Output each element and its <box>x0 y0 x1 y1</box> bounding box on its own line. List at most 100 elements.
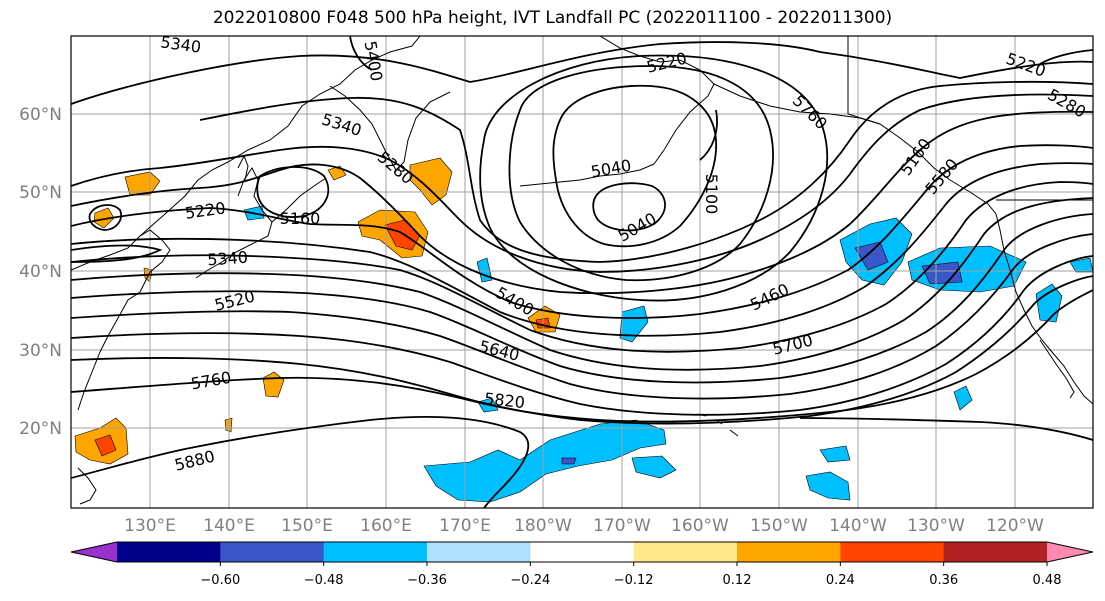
colorbar-tick-label: −0.60 <box>200 573 240 588</box>
ivt-positive-anomalies <box>74 157 561 465</box>
lon-label: 160°W <box>671 516 729 536</box>
ivt-negative-patch <box>819 445 851 463</box>
colorbar-extension-low <box>71 542 117 562</box>
longitude-labels: 130°E 140°E 150°E 160°E 170°E 180°W 170°… <box>124 516 1044 536</box>
colorbar-segment <box>840 542 945 562</box>
border-alaska-canada <box>847 36 881 125</box>
contour-line <box>71 244 163 263</box>
contour-line <box>71 289 1093 423</box>
contour-label: 5340 <box>207 248 249 270</box>
coastline-baja <box>1039 339 1075 399</box>
lat-label: 50°N <box>19 183 62 203</box>
contour-line <box>71 197 1093 371</box>
contour-label: 5340 <box>159 32 202 56</box>
coastline-aleutians <box>519 163 655 187</box>
ivt-positive-patch <box>409 157 453 206</box>
lon-label: 170°E <box>439 516 491 536</box>
latitude-labels: 60°N 50°N 40°N 30°N 20°N <box>19 105 62 439</box>
coastlines <box>71 36 1093 505</box>
contour-line <box>71 181 1093 353</box>
contour-line <box>1039 49 1093 65</box>
contour-line <box>349 36 373 71</box>
ivt-negative-patch <box>953 385 973 411</box>
contour-closed <box>88 204 122 231</box>
colorbar-segments <box>71 542 1093 562</box>
contour-label: 5160 <box>280 209 321 228</box>
contour-closed <box>552 84 717 248</box>
contour-line <box>71 255 1093 416</box>
coastline-asia <box>71 229 171 411</box>
contour-label: 5100 <box>702 174 721 215</box>
contour-line <box>699 109 718 161</box>
colorbar-tick-label: 0.12 <box>723 573 752 588</box>
ivt-negative-patch <box>1069 257 1093 273</box>
colorbar-segment <box>737 542 841 562</box>
colorbar-segment <box>943 542 1048 562</box>
contour-closed <box>508 65 774 282</box>
contour-line <box>71 110 1093 295</box>
lon-label: 130°E <box>124 516 176 536</box>
colorbar: −0.60 −0.48 −0.36 −0.24 −0.12 0.12 0.24 0.36 0.4… <box>70 541 1094 588</box>
lon-label: 180°W <box>514 516 572 536</box>
lon-label: 140°E <box>203 516 255 536</box>
contour-line <box>71 213 1093 384</box>
coastline-sakhalin <box>237 154 249 181</box>
ivt-positive-core <box>94 434 117 457</box>
coastline-alaska <box>599 36 715 165</box>
ivt-negative-patch <box>619 305 649 343</box>
colorbar-outline <box>70 541 1094 563</box>
colorbar-segment <box>633 542 738 562</box>
lon-label: 160°E <box>360 516 412 536</box>
contour-line <box>799 417 1093 441</box>
colorbar-extension-high <box>1047 542 1093 562</box>
coastline-kuril <box>271 177 327 223</box>
colorbar-tick-label: 0.24 <box>826 573 855 588</box>
contour-line <box>199 80 1093 263</box>
colorbar-tick-label: 0.48 <box>1033 573 1062 588</box>
lon-label: 170°W <box>593 516 651 536</box>
colorbar-tick-label: −0.12 <box>614 573 654 588</box>
lat-label: 30°N <box>19 341 62 361</box>
lat-label: 60°N <box>19 105 62 125</box>
colorbar-tick-label: −0.24 <box>510 573 550 588</box>
contour-line <box>71 275 1093 425</box>
contour-line <box>71 93 1093 273</box>
ivt-negative-core <box>561 457 577 465</box>
coastline-gulf-alaska <box>713 83 997 215</box>
colorbar-segment <box>427 542 531 562</box>
contour-line <box>71 416 530 508</box>
colorbar-ticks: −0.60 −0.48 −0.36 −0.24 −0.12 0.12 0.24 0.36 0.4… <box>200 562 1062 588</box>
colorbar-segment <box>323 542 428 562</box>
ivt-negative-core <box>921 261 963 285</box>
colorbar-segment <box>220 542 325 562</box>
map-title: 2022010800 F048 500 hPa height, IVT Land… <box>212 8 893 28</box>
lon-label: 120°W <box>986 516 1044 536</box>
ivt-negative-patch <box>423 419 667 503</box>
colorbar-segment <box>117 542 221 562</box>
lon-label: 150°E <box>281 516 333 536</box>
ivt-negative-patch <box>631 455 677 479</box>
lon-label: 140°W <box>829 516 887 536</box>
colorbar-tick-label: 0.36 <box>929 573 958 588</box>
colorbar-segment <box>530 542 635 562</box>
ivt-negative-core <box>854 241 889 271</box>
lon-label: 150°W <box>750 516 808 536</box>
contour-line <box>71 144 1093 319</box>
ivt-negative-patch <box>805 471 851 501</box>
contour-closed <box>256 166 330 218</box>
contour-label-group: 5340 5400 5220 5340 5280 5220 5160 5340 … <box>159 32 1089 475</box>
coastline-russia-east <box>139 36 421 237</box>
lat-label: 20°N <box>19 419 62 439</box>
lat-label: 40°N <box>19 262 62 282</box>
contour-line <box>71 41 1093 105</box>
contour-line <box>71 162 1093 337</box>
height-contours <box>71 36 1093 508</box>
colorbar-tick-label: −0.36 <box>407 573 447 588</box>
map-frame <box>70 35 1094 509</box>
coastline-kamchatka <box>329 85 451 171</box>
contour-label: 5820 <box>483 389 525 412</box>
lon-label: 130°W <box>907 516 965 536</box>
contour-closed <box>592 182 666 232</box>
contour-line <box>71 233 1093 400</box>
